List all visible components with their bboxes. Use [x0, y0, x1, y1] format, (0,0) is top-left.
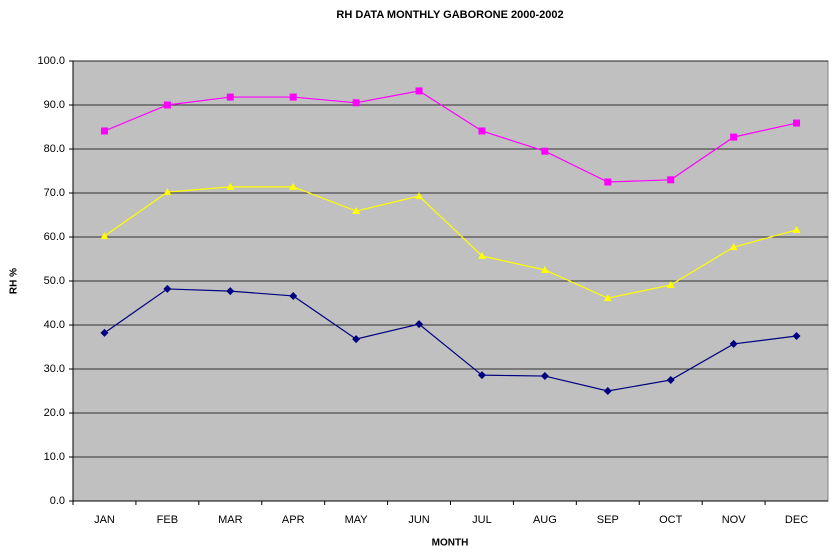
- marker: [730, 133, 738, 141]
- marker: [100, 328, 109, 337]
- y-tick-label: 60.0: [44, 231, 65, 243]
- marker: [289, 291, 298, 300]
- marker: [415, 320, 424, 329]
- marker: [100, 232, 109, 240]
- marker: [289, 182, 298, 190]
- y-tick-label: 20.0: [44, 407, 65, 419]
- marker: [792, 225, 801, 233]
- x-tick-label: NOV: [722, 514, 747, 526]
- marker: [603, 387, 612, 395]
- marker: [226, 93, 234, 101]
- marker: [100, 127, 108, 135]
- marker: [352, 99, 360, 107]
- x-axis-label: MONTH: [432, 538, 469, 549]
- x-tick-label: OCT: [659, 514, 683, 526]
- marker: [603, 294, 612, 302]
- y-tick-label: 70.0: [44, 187, 65, 199]
- series-line: [104, 288, 797, 392]
- marker: [477, 371, 486, 380]
- y-tick-label: 100.0: [37, 55, 65, 67]
- marker: [666, 280, 675, 288]
- marker: [477, 251, 486, 259]
- marker: [540, 266, 549, 273]
- marker: [163, 284, 172, 293]
- marker: [163, 101, 171, 109]
- x-tick-label: AUG: [533, 514, 557, 526]
- marker: [729, 339, 738, 348]
- y-tick-label: 30.0: [44, 363, 65, 375]
- x-tick-label: FEB: [157, 514, 178, 526]
- x-tick-label: APR: [282, 514, 305, 526]
- x-tick-label: MAY: [345, 514, 369, 526]
- marker: [667, 176, 675, 184]
- marker: [792, 332, 801, 340]
- x-tick-label: MAR: [218, 514, 243, 526]
- marker: [666, 376, 675, 384]
- y-tick-label: 50.0: [44, 275, 65, 287]
- chart-title: RH DATA MONTHLY GABORONE 2000-2002: [336, 9, 563, 21]
- series-line: [104, 186, 797, 299]
- marker: [793, 119, 801, 127]
- x-tick-label: JUL: [472, 514, 492, 526]
- marker: [540, 372, 549, 381]
- marker: [226, 182, 235, 190]
- marker: [289, 93, 297, 101]
- marker: [415, 192, 424, 200]
- y-tick-label: 10.0: [44, 451, 65, 463]
- marker: [352, 207, 361, 215]
- x-tick-label: JUN: [408, 514, 429, 526]
- marker: [415, 87, 423, 95]
- marker: [226, 287, 235, 296]
- marker: [541, 147, 549, 155]
- y-tick-label: 90.0: [44, 99, 65, 111]
- marker: [604, 178, 612, 186]
- y-tick-label: 0.0: [50, 495, 65, 507]
- y-tick-label: 80.0: [44, 143, 65, 155]
- series-line: [104, 90, 797, 183]
- x-tick-label: JAN: [94, 514, 115, 526]
- x-tick-label: DEC: [785, 514, 808, 526]
- x-tick-label: SEP: [597, 514, 619, 526]
- marker: [352, 335, 361, 344]
- y-axis-label: RH %: [9, 268, 20, 294]
- marker: [163, 188, 172, 196]
- marker: [729, 243, 738, 251]
- marker: [478, 127, 486, 135]
- y-tick-label: 40.0: [44, 319, 65, 331]
